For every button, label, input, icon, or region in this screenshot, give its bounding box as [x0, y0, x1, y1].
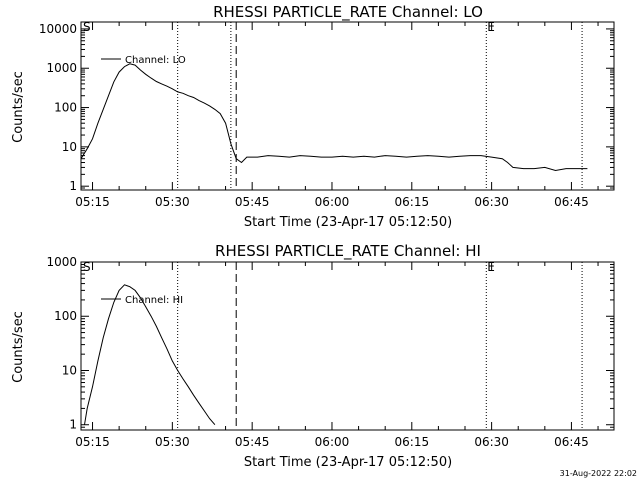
x-tick-label: 05:30 [155, 195, 190, 209]
y-axis-label-hi: Counts/sec [11, 311, 26, 383]
start-marker: S [83, 260, 91, 274]
plot-timestamp: 31-Aug-2022 22:02 [560, 469, 637, 478]
x-tick-label: 06:00 [315, 435, 350, 449]
x-axis-label-hi: Start Time (23-Apr-17 05:12:50) [244, 455, 452, 470]
x-tick-label: 05:45 [235, 435, 270, 449]
y-tick-label: 1 [69, 179, 77, 193]
y-tick-label: 10000 [39, 22, 77, 36]
plot-frame [80, 261, 615, 431]
panel-lo: RHESSI PARTICLE_RATE Channel: LO Start T… [11, 3, 615, 230]
chart-title-hi: RHESSI PARTICLE_RATE Channel: HI [215, 242, 481, 261]
plot-frame [80, 21, 615, 191]
end-marker: E [487, 260, 495, 274]
x-tick-label: 05:15 [75, 435, 110, 449]
end-marker: E [487, 20, 495, 34]
y-tick-label: 1 [69, 418, 77, 432]
series-line [81, 63, 588, 172]
x-axis-label-lo: Start Time (23-Apr-17 05:12:50) [244, 215, 452, 230]
y-tick-label: 100 [54, 101, 77, 115]
chart-title-lo: RHESSI PARTICLE_RATE Channel: LO [213, 3, 483, 22]
x-tick-label: 06:45 [554, 195, 589, 209]
start-marker: S [83, 20, 91, 34]
series-line [84, 284, 216, 426]
x-tick-label: 06:00 [315, 195, 350, 209]
legend-label: Channel: LO [125, 55, 186, 66]
x-tick-label: 06:45 [554, 435, 589, 449]
y-tick-label: 1000 [46, 255, 77, 269]
y-tick-label: 10 [62, 140, 77, 154]
x-tick-label: 06:30 [474, 435, 509, 449]
y-tick-label: 10 [62, 363, 77, 377]
x-tick-label: 06:15 [395, 435, 430, 449]
x-tick-label: 05:15 [75, 195, 110, 209]
y-tick-label: 1000 [46, 61, 77, 75]
legend-label: Channel: HI [125, 295, 183, 306]
panel-hi: RHESSI PARTICLE_RATE Channel: HI Start T… [11, 242, 615, 470]
y-axis-label-lo: Counts/sec [11, 71, 26, 143]
x-tick-label: 05:30 [155, 435, 190, 449]
x-tick-label: 05:45 [235, 195, 270, 209]
x-tick-label: 06:30 [474, 195, 509, 209]
y-tick-label: 100 [54, 309, 77, 323]
x-tick-label: 06:15 [395, 195, 430, 209]
